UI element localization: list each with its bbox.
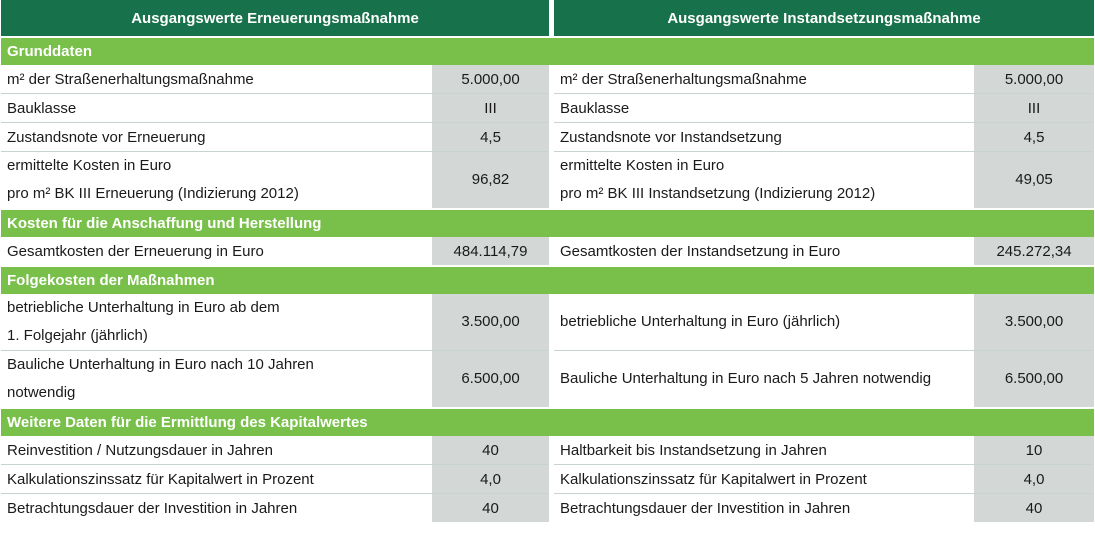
row-value: 3.500,00 [974,294,1095,351]
header-separator [549,0,555,37]
row-label: m² der Straßenerhaltungsmaßnahme [1,65,432,94]
row-label: Reinvestition / Nutzungsdauer in Jahren [1,436,432,465]
row-label: Gesamtkosten der Erneuerung in Euro [1,237,432,267]
row-value: 40 [974,493,1095,522]
row-label: Betrachtungsdauer der Investition in Jah… [7,499,298,517]
row-value: 4,0 [974,464,1095,494]
row-value: 40 [432,493,550,522]
column-separator [549,436,555,465]
row-label: ermittelte Kosten in Euro pro m² BK III … [554,151,975,210]
section-weitere-daten: Weitere Daten für die Ermittlung des Kap… [1,407,1095,436]
section-folgekosten: Folgekosten der Maßnahmen [1,265,1095,294]
row-label-line: Bauliche Unterhaltung in Euro nach 10 Ja… [7,356,314,373]
column-separator [549,294,555,351]
row-label: Gesamtkosten der Instandsetzung in Euro [554,237,975,267]
table-row: Zustandsnote vor Erneuerung 4,5 Zustands… [1,122,1095,152]
column-separator [549,65,555,94]
column-separator [549,122,555,152]
table-row: Reinvestition / Nutzungsdauer in Jahren … [1,436,1095,465]
row-value: 484.114,79 [432,237,550,267]
row-value: 6.500,00 [974,350,1095,409]
row-label: m² der Straßenerhaltungsmaßnahme [554,65,975,94]
row-label: Zustandsnote vor Instandsetzung [554,122,975,152]
table-row: ermittelte Kosten in Euro pro m² BK III … [1,151,1095,210]
column-separator [549,464,555,494]
row-label: Kalkulationszinssatz für Kapitalwert in … [554,464,975,494]
row-value: 3.500,00 [432,294,550,351]
column-separator [549,151,555,209]
header-erneuerung: Ausgangswerte Erneuerungsmaßnahme [1,0,550,37]
section-title: Kosten für die Anschaffung und Herstellu… [1,208,1095,237]
row-label: Bauliche Unterhaltung in Euro nach 5 Jah… [554,350,975,409]
row-label: Zustandsnote vor Erneuerung [1,122,432,152]
row-label: ermittelte Kosten in Euro pro m² BK III … [1,151,432,210]
section-kosten: Kosten für die Anschaffung und Herstellu… [1,208,1095,237]
row-value: 4,5 [432,122,550,152]
row-value: 5.000,00 [974,65,1095,94]
section-title: Folgekosten der Maßnahmen [1,265,1095,294]
column-separator [549,350,555,408]
table-row: Betrachtungsdauer der Investition in Jah… [1,493,1095,522]
table-row: betriebliche Unterhaltung in Euro ab dem… [1,294,1095,351]
header-instandsetzung: Ausgangswerte Instandsetzungsmaßnahme [554,0,1095,37]
row-label-line: pro m² BK III Erneuerung (Indizierung 20… [7,185,299,202]
comparison-table: Ausgangswerte Erneuerungsmaßnahme Ausgan… [1,0,1095,522]
row-value: III [974,93,1095,123]
row-value: 40 [432,436,550,465]
table-row: Bauliche Unterhaltung in Euro nach 10 Ja… [1,350,1095,409]
table-row: Gesamtkosten der Erneuerung in Euro 484.… [1,237,1095,267]
row-label-line: ermittelte Kosten in Euro [560,157,725,174]
row-value: 4,5 [974,122,1095,152]
section-title: Weitere Daten für die Ermittlung des Kap… [1,407,1095,436]
row-label-line: pro m² BK III Instandsetzung (Indizierun… [560,185,876,202]
table-row: Kalkulationszinssatz für Kapitalwert in … [1,464,1095,494]
row-label: betriebliche Unterhaltung in Euro ab dem… [1,294,432,351]
row-value: III [432,93,550,123]
column-separator [549,237,555,266]
row-label-line: 1. Folgejahr (jährlich) [7,327,148,344]
table-row: Bauklasse III Bauklasse III [1,93,1095,123]
column-separator [549,493,555,522]
table-row: m² der Straßenerhaltungsmaßnahme 5.000,0… [1,65,1095,94]
row-value: 5.000,00 [432,65,550,94]
row-label: Bauklasse [554,93,975,123]
row-label-line: ermittelte Kosten in Euro [7,157,172,174]
row-value: 49,05 [974,151,1095,210]
row-label: betriebliche Unterhaltung in Euro (jährl… [554,294,975,351]
table-header: Ausgangswerte Erneuerungsmaßnahme Ausgan… [1,0,1095,37]
row-value: 245.272,34 [974,237,1095,267]
row-label-line: betriebliche Unterhaltung in Euro ab dem [7,299,280,316]
row-value: 96,82 [432,151,550,210]
row-value: 6.500,00 [432,350,550,409]
row-label: Bauliche Unterhaltung in Euro nach 10 Ja… [1,350,432,409]
row-value: 4,0 [432,464,550,494]
row-value: 10 [974,436,1095,465]
row-label: Betrachtungsdauer der Investition in Jah… [560,499,851,517]
row-label: Kalkulationszinssatz für Kapitalwert in … [1,464,432,494]
section-title: Grunddaten [1,36,1095,65]
section-grunddaten: Grunddaten [1,36,1095,65]
row-label: Haltbarkeit bis Instandsetzung in Jahren [554,436,975,465]
row-label-line: notwendig [7,384,76,401]
row-label: Bauklasse [1,93,432,123]
column-separator [549,93,555,123]
